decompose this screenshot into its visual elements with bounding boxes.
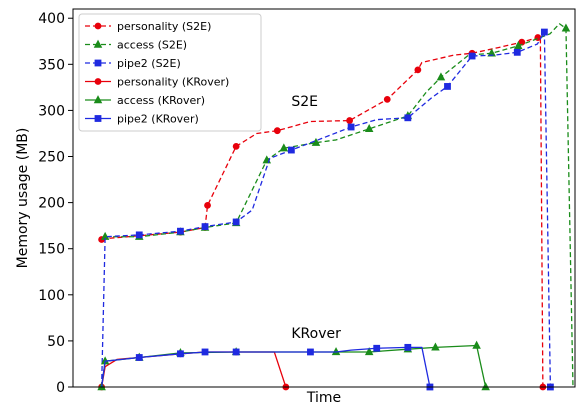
legend-label-personality-s2e: personality (S2E) <box>117 20 211 33</box>
legend-marker-personality-krover <box>94 78 102 85</box>
legend-label-personality-krover: personality (KRover) <box>117 76 229 89</box>
y-tick-label: 50 <box>47 334 65 350</box>
y-axis-title: Memory usage (MB) <box>15 128 31 269</box>
data-point-pipe2-s2e <box>135 231 143 239</box>
y-tick-label: 300 <box>38 103 65 119</box>
data-point-personality-s2e <box>383 95 391 103</box>
data-point-access-krover <box>364 347 374 356</box>
series-personality-krover <box>98 348 290 391</box>
data-point-pipe2-s2e <box>444 83 451 90</box>
y-axis: 0 50 100 150 200 250 300 350 400 <box>38 11 73 396</box>
data-point-personality-s2e <box>346 117 354 124</box>
annotation-krover: KRover <box>291 326 341 342</box>
data-point-pipe2-s2e <box>513 48 521 56</box>
legend-label-pipe2-s2e: pipe2 (S2E) <box>117 57 181 70</box>
data-point-pipe2-krover <box>135 354 143 361</box>
y-tick-label: 200 <box>38 196 65 212</box>
series-pipe2-krover <box>100 343 434 391</box>
series-layer <box>97 23 574 391</box>
data-point-personality-s2e <box>204 201 211 209</box>
y-tick-label: 0 <box>56 380 65 396</box>
data-point-pipe2-s2e <box>468 52 476 60</box>
data-point-pipe2-s2e <box>201 223 209 230</box>
data-point-pipe2-krover <box>232 348 240 356</box>
data-point-access-s2e <box>279 143 289 152</box>
data-point-access-s2e <box>436 72 446 81</box>
series-line-personality-s2e <box>101 36 544 388</box>
legend: personality (S2E) access (S2E) pipe2 (S2E)… <box>78 13 262 132</box>
data-point-access-s2e <box>487 48 496 57</box>
annotation-s2e: S2E <box>291 94 318 110</box>
data-point-access-s2e <box>561 23 571 32</box>
data-point-access-s2e <box>514 41 523 50</box>
data-point-pipe2-krover <box>177 350 184 358</box>
x-axis-title: Time <box>306 390 341 404</box>
series-line-personality-krover <box>100 351 287 388</box>
y-tick-label: 150 <box>38 242 65 258</box>
series-line-pipe2-krover <box>100 346 431 388</box>
data-point-pipe2-krover <box>404 343 412 351</box>
data-point-pipe2-s2e <box>540 28 548 36</box>
data-point-access-krover <box>481 382 490 391</box>
legend-marker-pipe2-krover <box>94 115 102 122</box>
data-point-access-krover <box>472 340 481 349</box>
data-point-personality-s2e <box>232 142 240 150</box>
data-point-personality-s2e <box>414 66 422 74</box>
plot-frame <box>72 8 576 388</box>
data-point-access-s2e <box>311 137 321 146</box>
y-tick-label: 100 <box>38 288 65 304</box>
legend-label-access-s2e: access (S2E) <box>117 39 187 52</box>
data-point-pipe2-krover <box>307 348 314 356</box>
legend-label-pipe2-krover: pipe2 (KRover) <box>117 113 199 126</box>
annotation-layer: S2E KRover <box>291 94 341 342</box>
data-point-pipe2-s2e <box>232 218 240 226</box>
data-point-pipe2-s2e <box>404 114 412 122</box>
legend-box <box>78 13 262 132</box>
y-tick-label: 400 <box>38 11 65 27</box>
data-point-access-krover <box>431 342 440 351</box>
legend-marker-access-s2e <box>93 39 103 48</box>
data-point-pipe2-krover <box>201 348 209 356</box>
legend-marker-access-krover <box>93 95 103 104</box>
data-point-pipe2-s2e <box>287 146 295 154</box>
data-point-pipe2-krover <box>373 344 381 352</box>
series-access-krover <box>97 340 490 391</box>
data-point-access-s2e <box>364 123 374 133</box>
data-point-pipe2-s2e <box>347 123 355 131</box>
legend-marker-personality-s2e <box>94 22 102 30</box>
y-tick-label: 250 <box>38 150 65 166</box>
legend-marker-pipe2-s2e <box>94 59 102 67</box>
y-tick-label: 350 <box>38 57 65 73</box>
data-point-personality-s2e <box>273 127 281 135</box>
data-point-pipe2-s2e <box>177 227 184 235</box>
legend-label-access-krover: access (KRover) <box>117 94 205 107</box>
